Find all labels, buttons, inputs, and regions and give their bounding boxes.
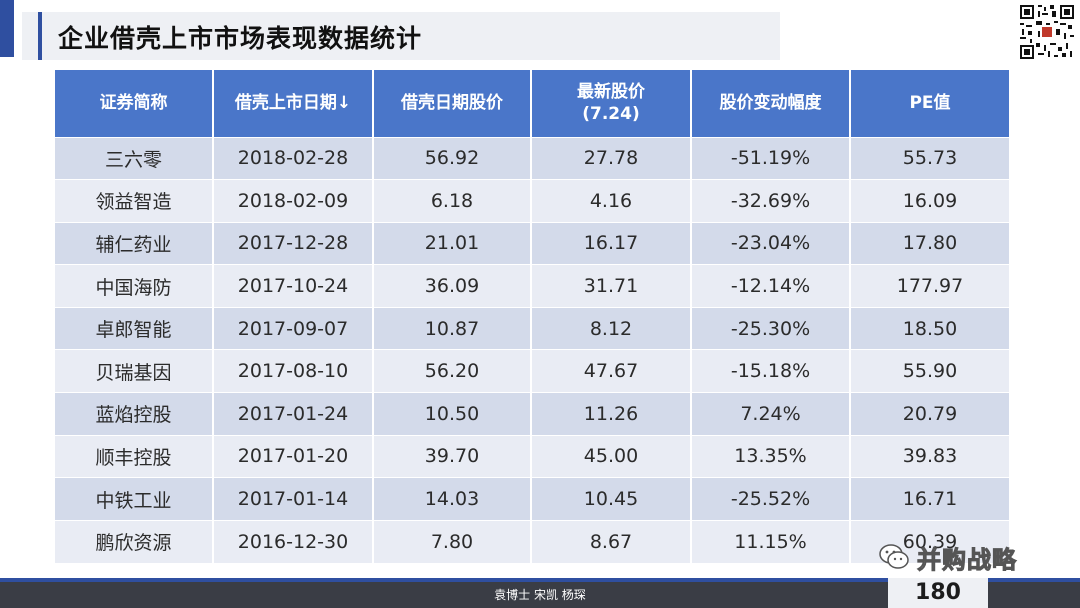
header-sublabel: (7.24) bbox=[582, 104, 640, 125]
title-stripe bbox=[38, 12, 42, 60]
table-row: 中铁工业 2017-01-14 14.03 10.45 -25.52% 16.7… bbox=[55, 477, 1009, 521]
cell-listing-date: 2017-10-24 bbox=[213, 264, 374, 308]
cell-listing-date: 2017-01-24 bbox=[213, 392, 374, 436]
title-banner: 企业借壳上市市场表现数据统计 bbox=[22, 12, 780, 60]
cell-latest-price: 16.17 bbox=[531, 221, 692, 265]
page-number: 180 bbox=[888, 578, 988, 608]
cell-security-name: 顺丰控股 bbox=[55, 434, 214, 478]
cell-listing-date: 2016-12-30 bbox=[213, 519, 374, 563]
table-header-row: 证券简称 借壳上市日期↓ 借壳日期股价 最新股价 (7.24) 股价变动幅度 PE… bbox=[55, 70, 1009, 137]
table-row: 鹏欣资源 2016-12-30 7.80 8.67 11.15% 60.39 bbox=[55, 519, 1009, 563]
header-label: PE值 bbox=[909, 93, 951, 114]
footer-authors: 袁博士 宋凯 杨琛 bbox=[494, 588, 586, 602]
page-title: 企业借壳上市市场表现数据统计 bbox=[58, 24, 423, 53]
cell-listing-date: 2017-09-07 bbox=[213, 306, 374, 350]
cell-security-name: 卓郎智能 bbox=[55, 306, 214, 350]
cell-latest-price: 4.16 bbox=[531, 179, 692, 223]
cell-security-name: 中国海防 bbox=[55, 264, 214, 308]
cell-listing-date: 2017-01-14 bbox=[213, 477, 374, 521]
cell-listing-date: 2017-08-10 bbox=[213, 349, 374, 393]
cell-price-change: 11.15% bbox=[691, 519, 851, 563]
footer-accent-line bbox=[0, 578, 1080, 582]
cell-listing-price: 10.87 bbox=[373, 306, 532, 350]
cell-latest-price: 8.12 bbox=[531, 306, 692, 350]
cell-listing-price: 56.92 bbox=[373, 136, 532, 180]
cell-security-name: 三六零 bbox=[55, 136, 214, 180]
table-row: 三六零 2018-02-28 56.92 27.78 -51.19% 55.73 bbox=[55, 136, 1009, 180]
cell-pe-ratio: 18.50 bbox=[850, 306, 1009, 350]
cell-pe-ratio: 20.79 bbox=[850, 392, 1009, 436]
table-row: 蓝焰控股 2017-01-24 10.50 11.26 7.24% 20.79 bbox=[55, 392, 1009, 436]
cell-listing-date: 2018-02-09 bbox=[213, 179, 374, 223]
table-row: 中国海防 2017-10-24 36.09 31.71 -12.14% 177.… bbox=[55, 264, 1009, 308]
table-row: 贝瑞基因 2017-08-10 56.20 47.67 -15.18% 55.9… bbox=[55, 349, 1009, 393]
cell-listing-date: 2017-01-20 bbox=[213, 434, 374, 478]
cell-price-change: -25.30% bbox=[691, 306, 851, 350]
cell-listing-price: 56.20 bbox=[373, 349, 532, 393]
cell-pe-ratio: 177.97 bbox=[850, 264, 1009, 308]
cell-security-name: 领益智造 bbox=[55, 179, 214, 223]
cell-latest-price: 8.67 bbox=[531, 519, 692, 563]
cell-latest-price: 31.71 bbox=[531, 264, 692, 308]
table-row: 领益智造 2018-02-09 6.18 4.16 -32.69% 16.09 bbox=[55, 179, 1009, 223]
cell-security-name: 辅仁药业 bbox=[55, 221, 214, 265]
cell-price-change: -51.19% bbox=[691, 136, 851, 180]
cell-latest-price: 45.00 bbox=[531, 434, 692, 478]
cell-listing-date: 2018-02-28 bbox=[213, 136, 374, 180]
cell-price-change: -12.14% bbox=[691, 264, 851, 308]
cell-latest-price: 10.45 bbox=[531, 477, 692, 521]
table-row: 顺丰控股 2017-01-20 39.70 45.00 13.35% 39.83 bbox=[55, 434, 1009, 478]
cell-pe-ratio: 17.80 bbox=[850, 221, 1009, 265]
cell-pe-ratio: 16.09 bbox=[850, 179, 1009, 223]
watermark-text: 并购战略 bbox=[917, 545, 1017, 574]
table-row: 卓郎智能 2017-09-07 10.87 8.12 -25.30% 18.50 bbox=[55, 306, 1009, 350]
header-security-name: 证券简称 bbox=[55, 70, 214, 137]
cell-latest-price: 47.67 bbox=[531, 349, 692, 393]
data-table: 证券简称 借壳上市日期↓ 借壳日期股价 最新股价 (7.24) 股价变动幅度 PE… bbox=[55, 70, 1009, 563]
header-pe-ratio: PE值 bbox=[850, 70, 1009, 137]
header-label: 借壳上市日期↓ bbox=[234, 93, 352, 114]
cell-pe-ratio: 55.73 bbox=[850, 136, 1009, 180]
cell-listing-price: 14.03 bbox=[373, 477, 532, 521]
cell-listing-price: 21.01 bbox=[373, 221, 532, 265]
header-label: 证券简称 bbox=[99, 93, 168, 114]
cell-listing-price: 7.80 bbox=[373, 519, 532, 563]
header-price-change: 股价变动幅度 bbox=[691, 70, 851, 137]
header-label: 借壳日期股价 bbox=[401, 93, 503, 114]
cell-listing-price: 6.18 bbox=[373, 179, 532, 223]
cell-pe-ratio: 60.39 bbox=[850, 519, 1009, 563]
cell-price-change: 7.24% bbox=[691, 392, 851, 436]
cell-price-change: -23.04% bbox=[691, 221, 851, 265]
cell-security-name: 贝瑞基因 bbox=[55, 349, 214, 393]
table-row: 辅仁药业 2017-12-28 21.01 16.17 -23.04% 17.8… bbox=[55, 221, 1009, 265]
cell-pe-ratio: 39.83 bbox=[850, 434, 1009, 478]
header-label: 股价变动幅度 bbox=[719, 93, 822, 114]
header-latest-price: 最新股价 (7.24) bbox=[531, 70, 692, 137]
cell-latest-price: 27.78 bbox=[531, 136, 692, 180]
cell-pe-ratio: 55.90 bbox=[850, 349, 1009, 393]
cell-security-name: 中铁工业 bbox=[55, 477, 214, 521]
watermark: 并购战略 bbox=[877, 537, 1017, 577]
cell-latest-price: 11.26 bbox=[531, 392, 692, 436]
cell-security-name: 鹏欣资源 bbox=[55, 519, 214, 563]
header-label: 最新股价 bbox=[577, 82, 645, 103]
cell-listing-date: 2017-12-28 bbox=[213, 221, 374, 265]
cell-pe-ratio: 16.71 bbox=[850, 477, 1009, 521]
qr-code-icon bbox=[1018, 3, 1076, 61]
cell-price-change: 13.35% bbox=[691, 434, 851, 478]
cell-price-change: -25.52% bbox=[691, 477, 851, 521]
cell-listing-price: 36.09 bbox=[373, 264, 532, 308]
wechat-icon bbox=[879, 544, 909, 569]
cell-listing-price: 10.50 bbox=[373, 392, 532, 436]
header-listing-date[interactable]: 借壳上市日期↓ bbox=[213, 70, 374, 137]
cell-price-change: -32.69% bbox=[691, 179, 851, 223]
cell-price-change: -15.18% bbox=[691, 349, 851, 393]
left-accent-bar bbox=[0, 0, 14, 57]
cell-listing-price: 39.70 bbox=[373, 434, 532, 478]
cell-security-name: 蓝焰控股 bbox=[55, 392, 214, 436]
header-listing-price: 借壳日期股价 bbox=[373, 70, 532, 137]
